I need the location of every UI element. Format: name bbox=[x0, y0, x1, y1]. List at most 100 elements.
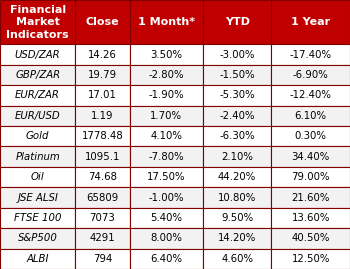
Text: -7.80%: -7.80% bbox=[148, 152, 184, 162]
Bar bbox=[203, 147, 271, 167]
Bar bbox=[271, 106, 350, 126]
Bar bbox=[130, 147, 203, 167]
Text: 2.10%: 2.10% bbox=[221, 152, 253, 162]
Bar bbox=[75, 126, 130, 147]
Text: 44.20%: 44.20% bbox=[218, 172, 256, 182]
Text: ALBI: ALBI bbox=[26, 254, 49, 264]
Text: Oil: Oil bbox=[31, 172, 44, 182]
Bar bbox=[203, 85, 271, 106]
Text: -5.30%: -5.30% bbox=[219, 90, 255, 100]
Bar bbox=[271, 228, 350, 249]
Bar bbox=[271, 44, 350, 65]
Text: -1.90%: -1.90% bbox=[148, 90, 184, 100]
Text: -2.40%: -2.40% bbox=[219, 111, 255, 121]
Bar bbox=[0, 249, 75, 269]
Bar bbox=[0, 85, 75, 106]
Text: 19.79: 19.79 bbox=[88, 70, 117, 80]
Text: -3.00%: -3.00% bbox=[219, 49, 255, 60]
Bar bbox=[203, 44, 271, 65]
Bar bbox=[203, 106, 271, 126]
Text: 7073: 7073 bbox=[90, 213, 115, 223]
Text: 1 Month*: 1 Month* bbox=[138, 17, 195, 27]
Bar bbox=[75, 0, 130, 44]
Bar bbox=[130, 187, 203, 208]
Bar bbox=[0, 65, 75, 85]
Bar bbox=[75, 167, 130, 187]
Bar bbox=[271, 249, 350, 269]
Text: -1.00%: -1.00% bbox=[148, 193, 184, 203]
Bar bbox=[203, 208, 271, 228]
Text: Gold: Gold bbox=[26, 131, 49, 141]
Text: Close: Close bbox=[85, 17, 119, 27]
Text: 74.68: 74.68 bbox=[88, 172, 117, 182]
Text: 5.40%: 5.40% bbox=[150, 213, 182, 223]
Text: 794: 794 bbox=[93, 254, 112, 264]
Bar bbox=[0, 106, 75, 126]
Text: 21.60%: 21.60% bbox=[292, 193, 330, 203]
Bar bbox=[271, 208, 350, 228]
Bar bbox=[130, 228, 203, 249]
Bar bbox=[75, 249, 130, 269]
Text: FTSE 100: FTSE 100 bbox=[14, 213, 61, 223]
Text: EUR/ZAR: EUR/ZAR bbox=[15, 90, 60, 100]
Text: YTD: YTD bbox=[225, 17, 250, 27]
Bar bbox=[0, 187, 75, 208]
Text: 3.50%: 3.50% bbox=[150, 49, 182, 60]
Bar bbox=[271, 126, 350, 147]
Bar bbox=[130, 44, 203, 65]
Text: 13.60%: 13.60% bbox=[292, 213, 330, 223]
Bar bbox=[0, 167, 75, 187]
Bar bbox=[0, 208, 75, 228]
Bar bbox=[75, 208, 130, 228]
Bar bbox=[271, 0, 350, 44]
Text: EUR/USD: EUR/USD bbox=[15, 111, 61, 121]
Bar bbox=[203, 187, 271, 208]
Bar bbox=[203, 249, 271, 269]
Text: Platinum: Platinum bbox=[15, 152, 60, 162]
Bar bbox=[203, 167, 271, 187]
Text: GBP/ZAR: GBP/ZAR bbox=[15, 70, 60, 80]
Bar bbox=[75, 147, 130, 167]
Text: 17.01: 17.01 bbox=[88, 90, 117, 100]
Text: 1.70%: 1.70% bbox=[150, 111, 182, 121]
Text: S&P500: S&P500 bbox=[18, 233, 57, 243]
Text: 0.30%: 0.30% bbox=[295, 131, 327, 141]
Bar bbox=[0, 147, 75, 167]
Text: JSE ALSI: JSE ALSI bbox=[17, 193, 58, 203]
Bar bbox=[75, 106, 130, 126]
Text: 1.19: 1.19 bbox=[91, 111, 114, 121]
Bar bbox=[75, 65, 130, 85]
Text: 40.50%: 40.50% bbox=[292, 233, 330, 243]
Text: 14.20%: 14.20% bbox=[218, 233, 256, 243]
Text: 12.50%: 12.50% bbox=[292, 254, 330, 264]
Bar bbox=[203, 0, 271, 44]
Text: 6.10%: 6.10% bbox=[295, 111, 327, 121]
Bar bbox=[271, 187, 350, 208]
Text: 34.40%: 34.40% bbox=[292, 152, 330, 162]
Bar bbox=[75, 228, 130, 249]
Text: -12.40%: -12.40% bbox=[290, 90, 331, 100]
Bar bbox=[75, 44, 130, 65]
Text: 65809: 65809 bbox=[86, 193, 119, 203]
Text: 1095.1: 1095.1 bbox=[85, 152, 120, 162]
Bar bbox=[203, 65, 271, 85]
Bar bbox=[0, 126, 75, 147]
Text: 4.60%: 4.60% bbox=[221, 254, 253, 264]
Bar bbox=[75, 187, 130, 208]
Bar bbox=[130, 0, 203, 44]
Text: -17.40%: -17.40% bbox=[290, 49, 332, 60]
Text: 9.50%: 9.50% bbox=[221, 213, 253, 223]
Bar bbox=[130, 106, 203, 126]
Text: 1778.48: 1778.48 bbox=[82, 131, 123, 141]
Text: -6.90%: -6.90% bbox=[293, 70, 329, 80]
Bar bbox=[0, 44, 75, 65]
Text: 79.00%: 79.00% bbox=[291, 172, 330, 182]
Bar bbox=[75, 85, 130, 106]
Text: 4291: 4291 bbox=[90, 233, 115, 243]
Text: -1.50%: -1.50% bbox=[219, 70, 255, 80]
Text: 14.26: 14.26 bbox=[88, 49, 117, 60]
Text: 6.40%: 6.40% bbox=[150, 254, 182, 264]
Bar bbox=[130, 167, 203, 187]
Text: Financial
Market
Indicators: Financial Market Indicators bbox=[6, 5, 69, 40]
Text: 17.50%: 17.50% bbox=[147, 172, 186, 182]
